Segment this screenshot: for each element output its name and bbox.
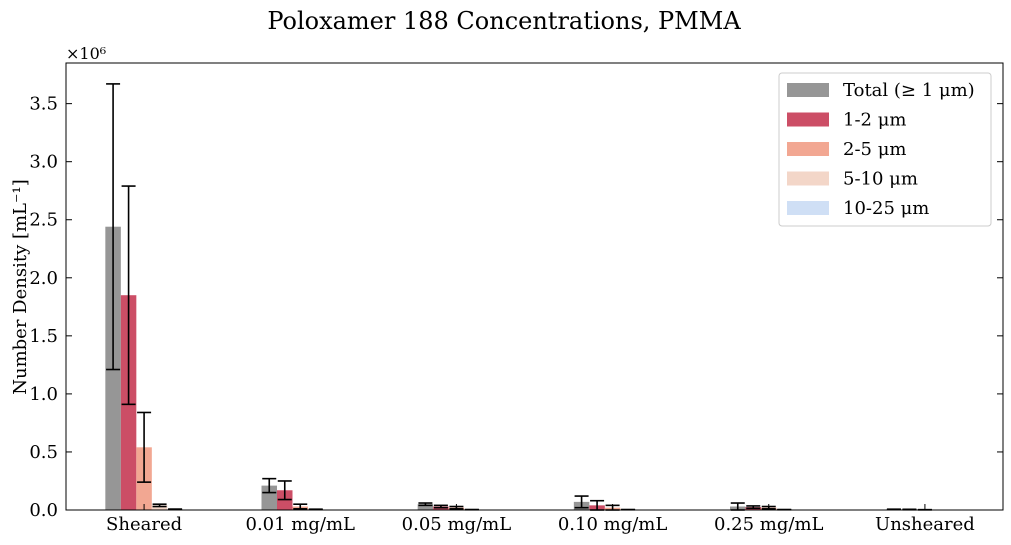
y-multiplier-label: ×10⁶ (66, 44, 106, 63)
y-tick-label: 1.5 (29, 326, 58, 347)
legend-swatch (787, 83, 829, 97)
bar (417, 504, 434, 510)
y-tick-label: 2.5 (29, 210, 58, 231)
x-tick-label: Unsheared (875, 514, 975, 535)
legend-swatch (787, 201, 829, 215)
legend-entry: 1-2 μm (843, 110, 906, 131)
x-tick-label: 0.05 mg/mL (402, 514, 512, 535)
legend-entry: 2-5 μm (843, 139, 906, 160)
legend-entry: Total (≥ 1 μm) (843, 80, 975, 101)
legend-entry: 10-25 μm (843, 198, 929, 219)
legend-swatch (787, 112, 829, 127)
legend: Total (≥ 1 μm) 1-2 μm 2-5 μm 5-10 μm 10-25 μ… (778, 72, 992, 227)
legend-box (778, 72, 992, 227)
y-tick-label: 2.0 (29, 268, 58, 289)
bar (151, 505, 168, 510)
plot-frame (65, 62, 1004, 511)
x-tick-label: Sheared (106, 514, 182, 535)
legend-swatch (787, 171, 829, 186)
legend-swatch (787, 142, 829, 156)
x-tick-label: 0.10 mg/mL (558, 514, 668, 535)
x-tick-label: 0.25 mg/mL (714, 514, 824, 535)
y-axis-label: Number Density [mL⁻¹] (10, 179, 31, 395)
legend-entry: 5-10 μm (843, 169, 918, 190)
y-tick-label: 0.5 (29, 442, 58, 463)
y-tick-label: 3.5 (29, 94, 58, 115)
chart-title: Poloxamer 188 Concentrations, PMMA (267, 7, 741, 35)
x-tick-label: 0.01 mg/mL (246, 514, 356, 535)
bar (261, 485, 277, 510)
y-tick-label: 0.0 (29, 500, 58, 521)
y-tick-label: 3.0 (29, 152, 58, 173)
y-tick-label: 1.0 (29, 384, 58, 405)
